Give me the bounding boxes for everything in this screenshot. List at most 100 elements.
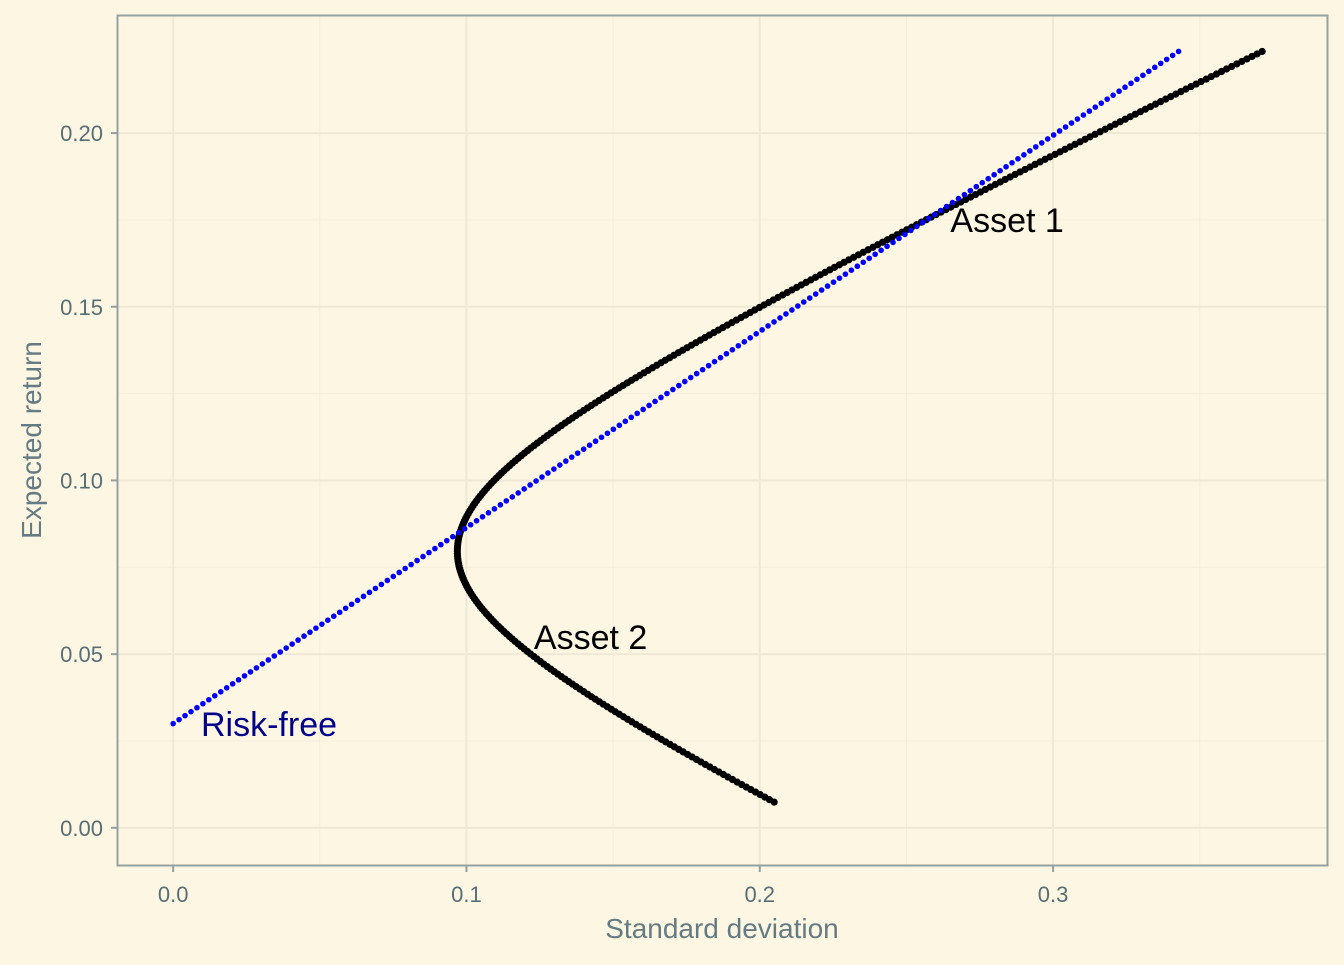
cml-point bbox=[646, 402, 652, 409]
cml-point bbox=[765, 323, 771, 329]
cml-point bbox=[194, 704, 200, 711]
cml-point bbox=[223, 685, 230, 691]
cml-point bbox=[759, 327, 765, 333]
capital-market-line-series bbox=[170, 48, 1182, 727]
cml-point bbox=[432, 545, 438, 552]
cml-point bbox=[485, 510, 492, 516]
annotation-layer: Asset 1 Asset 2 Risk-free bbox=[201, 202, 1064, 744]
cml-point bbox=[1140, 72, 1146, 79]
cml-point bbox=[747, 335, 754, 341]
cml-point bbox=[1157, 60, 1164, 67]
cml-point bbox=[301, 633, 307, 639]
cml-point bbox=[325, 617, 331, 623]
cml-point bbox=[1128, 80, 1134, 87]
cml-point bbox=[830, 279, 837, 285]
cml-point bbox=[390, 573, 397, 580]
cml-point bbox=[408, 561, 414, 568]
cml-point bbox=[812, 291, 819, 297]
cml-point bbox=[1056, 128, 1063, 134]
cml-point bbox=[1050, 132, 1057, 138]
cml-point bbox=[354, 597, 361, 604]
cml-point bbox=[806, 295, 813, 301]
cml-point bbox=[229, 681, 236, 687]
frontier-series bbox=[453, 47, 1266, 806]
panel-border bbox=[116, 14, 1329, 867]
cml-point bbox=[604, 430, 611, 437]
cml-point bbox=[330, 613, 337, 620]
annotation-label: Asset 2 bbox=[534, 619, 647, 657]
cml-point bbox=[973, 183, 980, 190]
cml-point bbox=[188, 708, 194, 715]
cml-point bbox=[568, 454, 575, 460]
cml-point bbox=[1163, 56, 1170, 63]
cml-point bbox=[610, 426, 617, 433]
cml-point bbox=[402, 565, 408, 572]
cml-point bbox=[896, 235, 902, 242]
cml-point bbox=[931, 211, 938, 218]
cml-point bbox=[277, 649, 284, 655]
cml-point bbox=[497, 502, 504, 508]
cml-point bbox=[961, 191, 968, 198]
cml-point bbox=[622, 418, 629, 425]
cml-point bbox=[1134, 76, 1140, 83]
cml-point bbox=[467, 521, 474, 528]
cml-point bbox=[902, 231, 908, 238]
x-tick-label: 0.1 bbox=[451, 882, 482, 907]
cml-point bbox=[943, 203, 950, 210]
cml-point bbox=[200, 700, 206, 707]
x-axis-title: Standard deviation bbox=[605, 913, 839, 944]
x-tick-label: 0.3 bbox=[1038, 882, 1069, 907]
cml-point bbox=[937, 207, 944, 214]
x-tick-layer: 0.0 0.1 0.2 0.3 bbox=[158, 866, 1069, 907]
y-tick-label: 0.00 bbox=[60, 816, 103, 841]
cml-point bbox=[1044, 136, 1051, 142]
cml-point bbox=[884, 243, 890, 250]
cml-point bbox=[348, 601, 355, 608]
cml-point bbox=[1086, 108, 1093, 114]
cml-point bbox=[705, 362, 712, 369]
cml-point bbox=[217, 689, 224, 695]
cml-point bbox=[687, 374, 694, 381]
cml-point bbox=[866, 255, 873, 262]
cml-point bbox=[574, 450, 581, 456]
cml-point bbox=[693, 370, 700, 377]
cml-point bbox=[384, 577, 391, 584]
cml-point bbox=[1068, 120, 1075, 126]
cml-point bbox=[860, 259, 867, 266]
cml-point bbox=[533, 478, 539, 484]
cml-point bbox=[717, 354, 724, 361]
cml-point bbox=[271, 653, 278, 659]
cml-point bbox=[997, 167, 1003, 174]
cml-point bbox=[235, 677, 242, 683]
cml-point bbox=[461, 525, 468, 532]
cml-point bbox=[426, 549, 432, 556]
series-layer bbox=[170, 47, 1266, 806]
cml-point bbox=[1092, 104, 1099, 110]
cml-point bbox=[652, 398, 658, 405]
cml-point bbox=[783, 311, 789, 317]
cml-point bbox=[676, 382, 682, 389]
cml-point bbox=[991, 171, 997, 178]
annotation-label: Asset 1 bbox=[950, 202, 1063, 240]
y-tick-layer: 0.00 0.05 0.10 0.15 0.20 bbox=[60, 121, 117, 841]
annotation-label: Risk-free bbox=[201, 706, 337, 744]
cml-point bbox=[1027, 148, 1033, 154]
cml-point bbox=[919, 219, 926, 226]
cml-point bbox=[586, 442, 593, 449]
cml-point bbox=[527, 482, 533, 488]
cml-point bbox=[491, 506, 498, 512]
cml-point bbox=[711, 358, 718, 365]
cml-point bbox=[824, 283, 831, 289]
cml-point bbox=[342, 605, 349, 612]
cml-point bbox=[979, 179, 986, 186]
cml-point bbox=[176, 716, 182, 723]
cml-point bbox=[336, 609, 343, 616]
cml-point bbox=[854, 263, 861, 270]
y-tick-label: 0.10 bbox=[60, 468, 103, 493]
cml-point bbox=[878, 247, 884, 254]
cml-point bbox=[241, 673, 248, 679]
y-tick-label: 0.15 bbox=[60, 295, 103, 320]
cml-point bbox=[800, 299, 807, 305]
cml-point bbox=[872, 251, 878, 258]
